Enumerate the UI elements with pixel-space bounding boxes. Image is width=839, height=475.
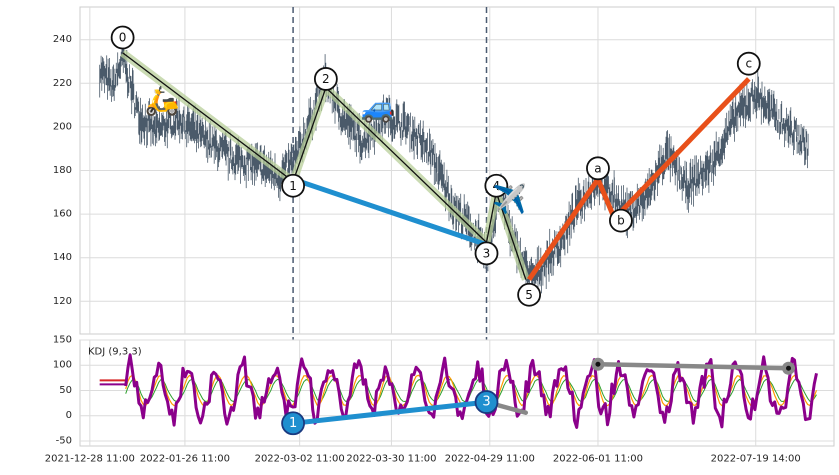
x-axis: 2021-12-28 11:00 2022-01-26 11:00 2022-03-… (45, 454, 801, 465)
price-y-tick-label: 160 (53, 209, 72, 220)
wave-label-text: 0 (119, 31, 127, 45)
wave-label-text: 4 (493, 179, 501, 193)
wave-label-circle (609, 208, 633, 233)
kdj-y-tick-label: 50 (59, 385, 72, 396)
wave-label-circle (517, 282, 542, 307)
kdj-d-line (125, 378, 817, 403)
kdj-y-tick-label: 100 (53, 360, 72, 371)
x-tick-label: 2022-07-19 14:00 (711, 454, 801, 465)
price-y-tick-label: 240 (53, 34, 72, 45)
kdj-y-tick-label: -50 (56, 435, 72, 446)
kdj-wave-label-circle (281, 411, 305, 436)
kdj-wave-label-circle (474, 390, 499, 414)
kdj-divergence-endpoint-dot (595, 361, 601, 367)
price-y-tick-label: 180 (53, 165, 72, 176)
kdj-j-line (124, 353, 818, 429)
wave-label-circle (281, 173, 305, 198)
wave-label-text: 1 (289, 179, 297, 193)
price-y-tick-label: 220 (53, 78, 72, 89)
x-tick-label: 2022-03-02 11:00 (255, 454, 345, 465)
wave-label-text: 3 (483, 246, 491, 260)
wave-label-circle (313, 67, 338, 91)
wave-label-text: a (594, 161, 601, 175)
wave-label-text: c (745, 57, 752, 71)
wave-1-3-connector (290, 176, 489, 248)
x-tick-label: 2021-12-28 11:00 (45, 454, 135, 465)
x-tick-label: 2022-06-01 11:00 (553, 454, 643, 465)
price-y-tick-label: 200 (53, 121, 72, 132)
wave-zigzag-line (122, 52, 527, 280)
price-y-tick-label: 140 (53, 252, 72, 263)
kdj-1-3-connector (290, 399, 489, 426)
x-tick-label: 2022-04-29 11:00 (445, 454, 535, 465)
kdj-plot-area (79, 339, 835, 447)
kdj-y-tick-label: 150 (53, 335, 72, 346)
x-tick-label: 2022-03-30 11:00 (346, 454, 436, 465)
x-tick-label: 2022-01-26 11:00 (140, 454, 230, 465)
kdj-divergence-line (595, 361, 791, 371)
kdj-divergence-endpoint-dot (786, 365, 792, 371)
airplane-icon: ✈️ (492, 181, 527, 215)
wave-label-circle (736, 51, 761, 76)
wave-label-circle (586, 156, 610, 181)
wave-label-circle (474, 241, 499, 266)
price-y-tick-label: 120 (53, 296, 72, 307)
scooter-icon: 🛵 (145, 84, 180, 117)
kdj-panel: -50 0 50 100 150 KDJ (9,3,3) 1 3 (53, 335, 835, 447)
kdj-title: KDJ (9,3,3) (88, 347, 142, 358)
wave-label-text: 5 (525, 288, 533, 302)
kdj-wave-label-text: 3 (482, 395, 490, 410)
car-icon: 🚙 (361, 91, 396, 124)
wave-label-circle (484, 173, 509, 198)
kdj-y-tick-label: 0 (66, 410, 72, 421)
wave-label-text: b (617, 214, 625, 228)
correction-abc-line (527, 77, 751, 281)
price-panel: 120 140 160 180 200 220 240 0 1 2 3 4 5 a b c 🛵 🚙 ✈️ (53, 6, 835, 446)
wave-label-text: 2 (322, 72, 330, 86)
kdj-wave-label-text: 1 (289, 416, 297, 431)
price-trace (99, 36, 809, 295)
wave-label-circle (110, 25, 135, 50)
